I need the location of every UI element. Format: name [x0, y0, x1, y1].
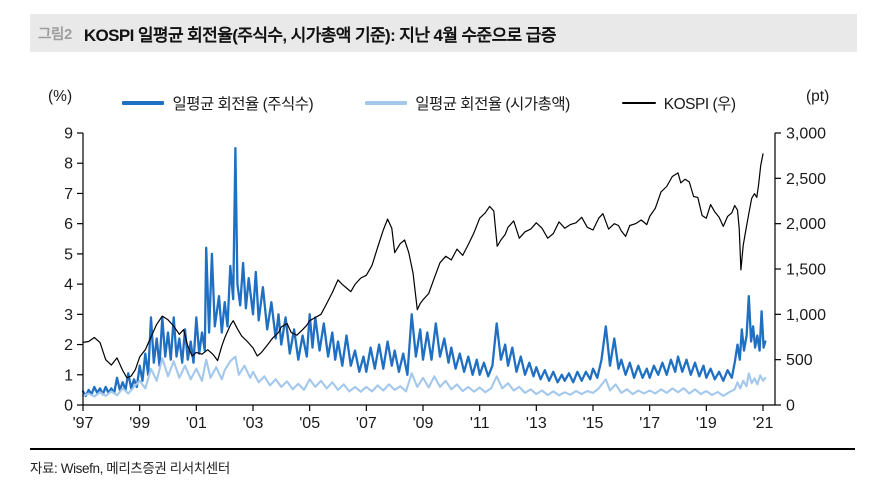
legend-item-turnover-shares: 일평균 회전율 (주식수)	[122, 92, 314, 114]
left-axis-tick-label: 6	[64, 216, 73, 233]
legend-label-turnover-mcap: 일평균 회전율 (시가총액)	[415, 96, 570, 113]
kospi-line	[82, 153, 764, 379]
left-axis-tick-label: 2	[64, 337, 73, 354]
right-axis-tick-label: 1,500	[786, 262, 826, 279]
x-axis-tick-label: '21	[753, 415, 774, 432]
x-axis-tick-label: '07	[356, 415, 377, 432]
kospi-line-swatch	[621, 102, 656, 104]
x-axis-tick-label: '01	[186, 415, 207, 432]
figure-title: KOSPI 일평균 회전율(주식수, 시가총액 기준): 지난 4월 수준으로 …	[83, 25, 557, 45]
turnover-mcap-line-swatch	[365, 101, 408, 105]
turnover-mcap-line	[81, 355, 767, 398]
left-axis-tick-label: 8	[64, 156, 73, 173]
x-axis-tick-label: '13	[526, 415, 547, 432]
figure-tag: 그림2	[38, 26, 72, 43]
right-axis-unit-label: (pt)	[806, 88, 830, 105]
x-axis-tick-label: '05	[299, 415, 320, 432]
turnover-shares-line	[81, 146, 767, 398]
x-axis-tick-label: '19	[696, 415, 717, 432]
legend-item-turnover-mcap: 일평균 회전율 (시가총액)	[365, 92, 570, 114]
left-axis-tick-label: 5	[64, 246, 73, 263]
left-axis-tick-label: 1	[64, 367, 73, 384]
figure-header: 그림2 KOSPI 일평균 회전율(주식수, 시가총액 기준): 지난 4월 수…	[30, 14, 857, 52]
footer-divider	[30, 448, 855, 450]
x-axis-tick-label: '15	[583, 415, 604, 432]
x-axis-tick-label: '11	[470, 415, 490, 432]
right-axis-tick-label: 3,000	[786, 126, 826, 143]
x-axis-tick-label: '97	[73, 415, 94, 432]
right-axis-tick-label: 500	[786, 352, 813, 369]
right-axis-tick-label: 2,500	[786, 171, 826, 188]
left-axis-tick-label: 0	[64, 398, 73, 415]
x-axis-tick-label: '09	[413, 415, 434, 432]
right-axis-tick-label: 0	[786, 398, 795, 415]
left-axis-tick-label: 7	[64, 186, 73, 203]
left-axis-tick-label: 3	[64, 307, 73, 324]
turnover-shares-line-swatch	[122, 101, 165, 105]
x-axis-tick-label: '99	[129, 415, 150, 432]
left-axis-unit-label: (%)	[48, 88, 73, 105]
left-axis-tick-label: 9	[64, 126, 73, 143]
right-axis-tick-label: 2,000	[786, 216, 826, 233]
x-axis-tick-label: '17	[639, 415, 660, 432]
chart-legend: 일평균 회전율 (주식수) 일평균 회전율 (시가총액) KOSPI (우)	[83, 92, 775, 114]
legend-label-turnover-shares: 일평균 회전율 (주식수)	[172, 96, 314, 113]
right-axis-tick-label: 1,000	[786, 307, 826, 324]
source-note: 자료: Wisefn, 메리츠증권 리서치센터	[30, 461, 230, 476]
x-axis-tick-label: '03	[243, 415, 264, 432]
left-axis-tick-label: 4	[64, 277, 73, 294]
legend-item-kospi: KOSPI (우)	[621, 92, 736, 114]
legend-label-kospi: KOSPI (우)	[663, 96, 736, 113]
